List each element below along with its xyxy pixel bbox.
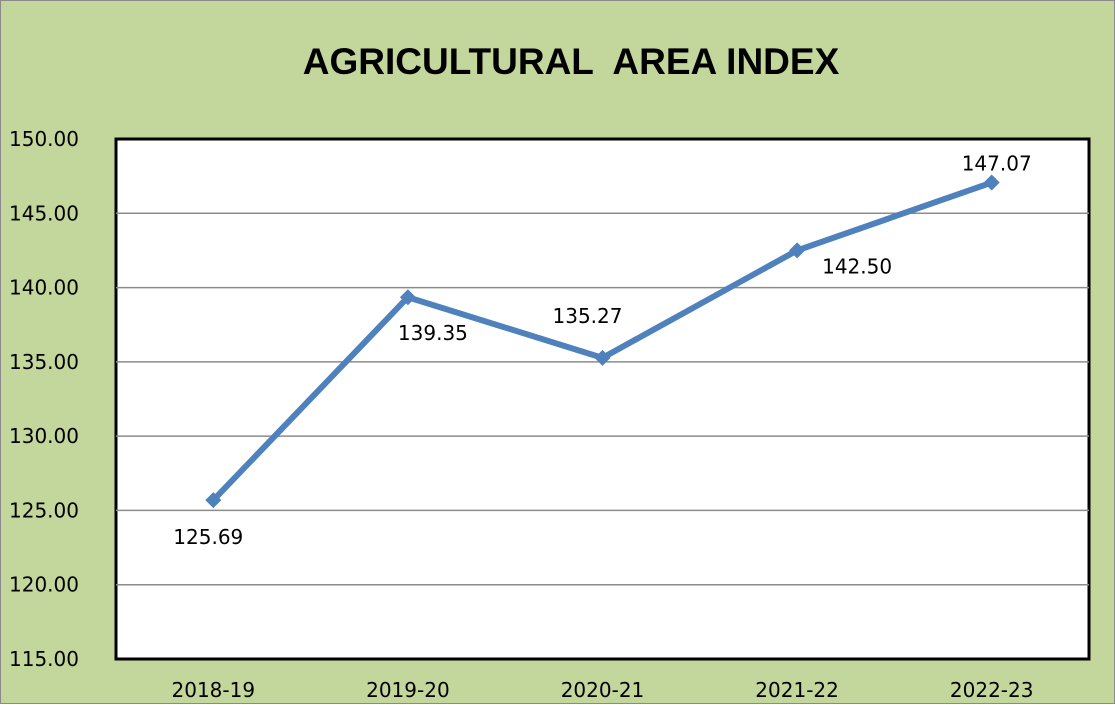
series-layer xyxy=(205,174,1000,509)
x-tick-label: 2022-23 xyxy=(950,678,1034,702)
data-label: 139.35 xyxy=(398,321,468,345)
data-point-marker xyxy=(399,289,416,306)
plot-area xyxy=(114,137,1091,661)
y-tick-label: 115.00 xyxy=(9,647,79,671)
data-label: 147.07 xyxy=(962,152,1032,176)
data-point-marker xyxy=(983,174,1000,191)
y-tick-label: 140.00 xyxy=(9,276,79,300)
data-point-marker xyxy=(789,242,806,259)
data-point-marker xyxy=(205,492,222,509)
y-tick-label: 135.00 xyxy=(9,350,79,374)
x-tick-label: 2019-20 xyxy=(366,678,450,702)
data-point-marker xyxy=(594,349,611,366)
y-axis-ticks: 115.00 120.00 125.00 130.00 135.00 140.00 145.… xyxy=(9,127,79,671)
data-label: 142.50 xyxy=(822,254,892,278)
y-tick-label: 150.00 xyxy=(9,127,79,151)
data-label: 135.27 xyxy=(553,304,623,328)
y-tick-label: 145.00 xyxy=(9,201,79,225)
x-axis-ticks: 2018-19 2019-20 2020-21 2021-22 2022-23 xyxy=(172,678,1034,702)
y-tick-label: 130.00 xyxy=(9,424,79,448)
x-tick-label: 2020-21 xyxy=(561,678,645,702)
y-tick-label: 120.00 xyxy=(9,573,79,597)
x-tick-label: 2018-19 xyxy=(172,678,256,702)
chart-title: AGRICULTURAL AREA INDEX xyxy=(302,41,840,82)
y-tick-label: 125.00 xyxy=(9,498,79,522)
data-labels: 125.69 139.35 135.27 142.50 147.07 xyxy=(173,152,1031,550)
x-tick-label: 2021-22 xyxy=(755,678,839,702)
data-label: 125.69 xyxy=(173,525,243,549)
